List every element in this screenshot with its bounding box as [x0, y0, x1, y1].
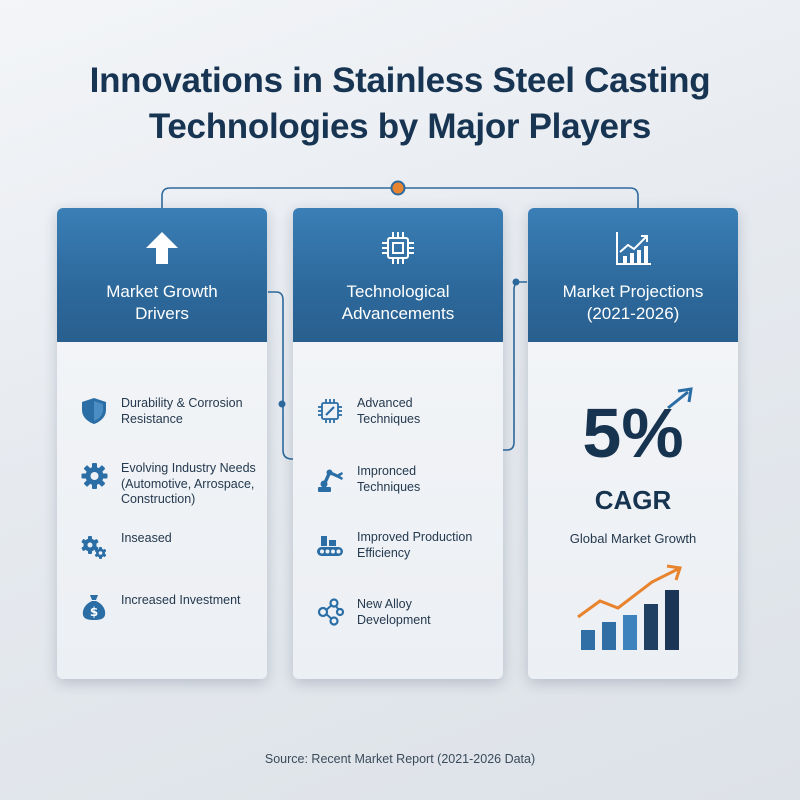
left-node-dot — [278, 400, 286, 408]
card-header: Market Growth Drivers — [57, 208, 267, 342]
card-title: Market Projections (2021-2026) — [562, 282, 704, 323]
cagr-value: 5% — [582, 394, 684, 472]
svg-text:$: $ — [90, 605, 98, 619]
top-node-dot — [390, 180, 406, 196]
title-line-1: Innovations in Stainless Steel Casting — [89, 61, 711, 100]
source-note: Source: Recent Market Report (2021-2026 … — [264, 752, 536, 766]
page-title: Innovations in Stainless Steel Casting T… — [0, 58, 800, 150]
card-header: Market Projections (2021-2026) — [528, 208, 738, 342]
card-market-growth-drivers: Market Growth Drivers Durability & Corro… — [57, 208, 267, 679]
chip-icon — [318, 399, 342, 423]
robot-arm-icon — [318, 469, 343, 492]
growth-arrow-icon — [667, 387, 693, 410]
chip-icon — [382, 232, 414, 264]
cagr-label: CAGR — [594, 485, 672, 515]
right-node-dot — [512, 278, 520, 286]
shield-icon — [82, 398, 106, 424]
gear-icon — [81, 463, 108, 489]
card-title: Technological Advancements — [341, 282, 455, 323]
arrow-up-icon — [146, 232, 178, 264]
money-bag-icon: $ — [82, 595, 106, 620]
title-line-2: Technologies by Major Players — [148, 107, 652, 146]
card-market-projections: Market Projections (2021-2026) 5% CAGR G… — [528, 208, 738, 679]
card-technological-advancements: Technological Advancements Advanced Tech… — [293, 208, 503, 679]
growth-caption: Global Market Growth — [569, 531, 697, 546]
bar-chart-icon — [616, 232, 651, 265]
molecule-icon — [317, 598, 345, 626]
card-title: Market Growth Drivers — [106, 282, 218, 323]
gears-icon — [81, 536, 107, 559]
growth-bar-chart-icon — [577, 564, 682, 650]
card-header: Technological Advancements — [293, 208, 503, 342]
conveyor-icon — [317, 536, 343, 556]
